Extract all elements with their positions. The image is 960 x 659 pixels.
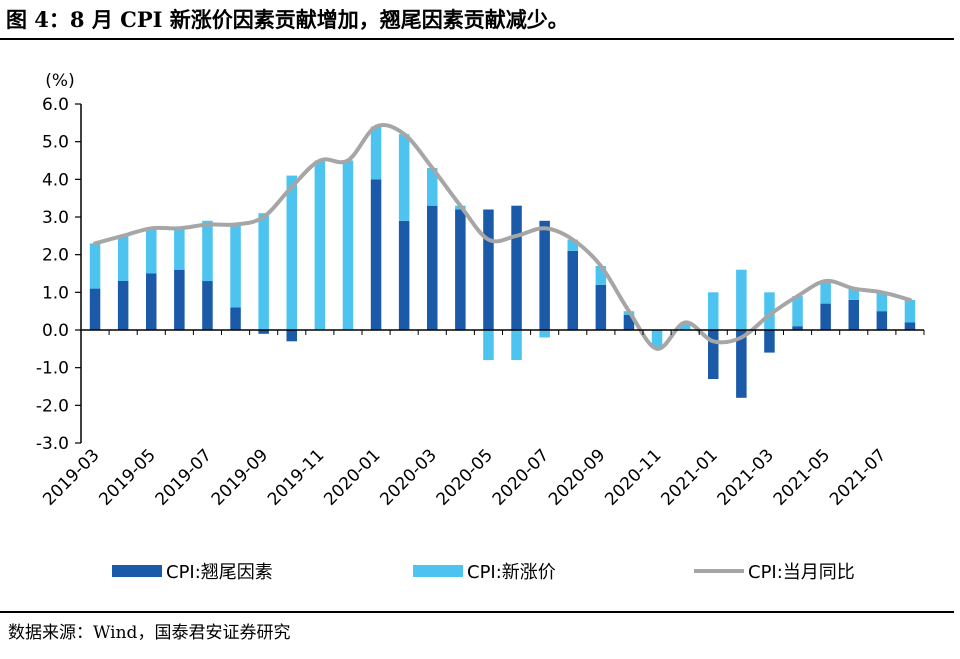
legend-item-cpi-yoy: CPI:当月同比 — [694, 562, 855, 583]
bar-carryover — [286, 330, 297, 342]
bar-new-price — [511, 330, 522, 361]
x-axis: 2019-032019-052019-072019-092019-112020-… — [39, 329, 925, 510]
bar-new-price — [708, 292, 719, 330]
bar-carryover — [904, 322, 916, 330]
legend-label: CPI:新涨价 — [467, 562, 556, 583]
bar-carryover — [258, 330, 269, 334]
y-tick-label: 2.0 — [42, 246, 69, 266]
legend: CPI:翘尾因素 CPI:新涨价 CPI:当月同比 — [112, 562, 855, 583]
bar-new-price — [427, 168, 438, 206]
cpi-yoy-line — [93, 122, 912, 351]
x-tick-label: 2020-11 — [601, 445, 665, 509]
bar-new-price — [595, 266, 607, 285]
bar-new-price — [483, 330, 494, 361]
title-rule — [0, 38, 954, 40]
bar-carryover — [539, 220, 550, 330]
y-tick-label: 1.0 — [42, 283, 69, 303]
bar-new-price — [820, 281, 831, 304]
x-tick-label: 2020-09 — [545, 445, 609, 509]
x-tick-label: 2020-05 — [433, 445, 497, 509]
legend-label: CPI:当月同比 — [748, 562, 855, 583]
bar-new-price — [736, 269, 747, 330]
legend-label: CPI:翘尾因素 — [166, 562, 273, 583]
bar-carryover — [708, 330, 719, 379]
bar-carryover — [202, 281, 213, 330]
bar-new-price — [792, 296, 803, 327]
bar-new-price — [286, 175, 297, 330]
bar-new-price — [651, 330, 663, 349]
bar-carryover — [117, 281, 129, 330]
legend-swatch — [413, 565, 463, 577]
bar-new-price — [174, 228, 185, 270]
cpi-line-layer — [93, 122, 912, 351]
bar-new-price — [876, 292, 888, 312]
bar-carryover — [146, 273, 157, 330]
y-tick-label: 3.0 — [42, 208, 69, 228]
x-tick-label: 2019-11 — [264, 445, 328, 509]
bars — [89, 126, 916, 398]
bar-carryover — [623, 314, 635, 330]
figure-title: 图 4：8 月 CPI 新涨价因素贡献增加，翘尾因素贡献减少。 — [6, 7, 569, 32]
bar-carryover — [427, 205, 438, 330]
x-tick-label: 2020-07 — [489, 445, 553, 509]
y-tick-label: 0.0 — [42, 321, 69, 341]
bar-carryover — [230, 307, 241, 330]
bar-carryover — [567, 250, 578, 330]
x-tick-label: 2021-05 — [770, 445, 834, 509]
y-tick-label: -3.0 — [36, 434, 69, 454]
y-tick-label: 6.0 — [42, 95, 69, 115]
bar-new-price — [230, 224, 241, 308]
bar-carryover — [595, 284, 607, 330]
y-tick-label: -1.0 — [36, 359, 69, 379]
source-note: 数据来源：Wind，国泰君安证券研究 — [8, 623, 291, 643]
bar-carryover — [370, 179, 382, 330]
y-tick-label: 4.0 — [42, 170, 69, 190]
y-axis: 6.0 5.0 4.0 3.0 2.0 1.0 0.0 -1.0 -2.0 -3.0 — [36, 95, 82, 454]
bar-new-price — [370, 126, 382, 180]
bar-new-price — [764, 292, 775, 330]
bar-carryover — [792, 326, 803, 330]
bar-carryover — [511, 205, 522, 330]
y-unit-label: (%) — [45, 71, 74, 91]
bar-new-price — [202, 220, 213, 282]
bar-new-price — [398, 134, 410, 221]
y-tick-label: -2.0 — [36, 396, 69, 416]
bar-carryover — [174, 269, 185, 330]
chart: (%) 6.0 5.0 4.0 3.0 2.0 1.0 0.0 -1.0 -2.0 -3.0 20… — [36, 71, 925, 583]
x-tick-label: 2021-07 — [826, 445, 890, 509]
legend-item-new-price: CPI:新涨价 — [413, 562, 556, 583]
bar-new-price — [342, 160, 354, 330]
bar-new-price — [258, 213, 269, 330]
bar-new-price — [146, 228, 157, 274]
legend-swatch — [112, 565, 162, 577]
bar-carryover — [398, 220, 410, 330]
bar-carryover — [764, 330, 775, 353]
bar-new-price — [567, 239, 578, 251]
bar-carryover — [848, 299, 859, 330]
bar-carryover — [89, 288, 101, 330]
x-tick-label: 2019-05 — [95, 445, 159, 509]
x-tick-label: 2020-01 — [320, 445, 384, 509]
bar-carryover — [736, 330, 747, 398]
bar-new-price — [539, 330, 550, 338]
bar-carryover — [876, 311, 888, 330]
x-tick-label: 2021-03 — [714, 445, 778, 509]
source-rule — [0, 611, 954, 613]
bar-carryover — [483, 209, 494, 330]
bar-carryover — [455, 209, 466, 330]
bar-new-price — [314, 160, 326, 330]
x-tick-label: 2019-07 — [152, 445, 216, 509]
bar-carryover — [820, 303, 831, 330]
legend-item-carryover: CPI:翘尾因素 — [112, 562, 273, 583]
bar-new-price — [904, 299, 916, 323]
bar-new-price — [117, 235, 129, 281]
y-tick-label: 5.0 — [42, 133, 69, 153]
x-tick-label: 2020-03 — [376, 445, 440, 509]
x-tick-label: 2021-01 — [657, 445, 721, 509]
bar-new-price — [89, 243, 101, 289]
bar-new-price — [679, 322, 691, 330]
x-tick-label: 2019-03 — [39, 445, 103, 509]
bar-new-price — [848, 288, 859, 300]
x-tick-label: 2019-09 — [208, 445, 272, 509]
